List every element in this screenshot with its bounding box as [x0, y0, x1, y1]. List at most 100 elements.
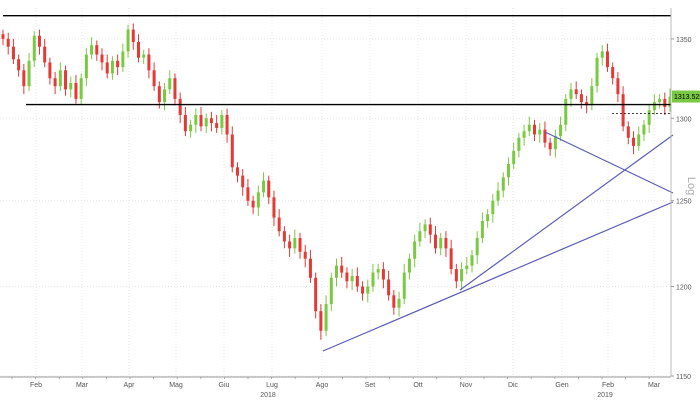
candle-body: [262, 180, 266, 193]
candle-body: [189, 124, 193, 132]
x-tick-label: Feb: [602, 382, 614, 389]
y-tick-label: 1250: [676, 199, 692, 206]
candle-body: [569, 89, 573, 99]
candle-body: [543, 129, 547, 143]
candle-body: [209, 118, 213, 124]
candle-body: [58, 70, 62, 87]
candle-body: [53, 78, 57, 87]
candle-body: [27, 60, 31, 87]
candle-body: [475, 238, 479, 256]
candle-body: [204, 118, 208, 127]
candle-body: [303, 251, 307, 259]
candle-body: [220, 115, 224, 128]
candle-body: [90, 45, 94, 55]
candle-body: [512, 150, 516, 165]
y-tick-label: 1350: [676, 37, 692, 44]
candle-body: [387, 279, 391, 296]
candle-body: [449, 248, 453, 270]
candle-body: [480, 220, 484, 239]
candle-body: [340, 265, 344, 273]
candle-body: [470, 255, 474, 266]
candle-body: [506, 164, 510, 178]
last-price-label: 1313.5251: [674, 94, 700, 101]
candle-body: [559, 124, 563, 137]
candle-body: [319, 311, 323, 331]
candle-body: [496, 190, 500, 201]
candle-body: [350, 276, 354, 282]
x-tick-label: Feb: [30, 382, 42, 389]
candle-body: [79, 78, 83, 99]
candle-body: [590, 86, 594, 106]
candle-body: [621, 94, 625, 127]
candle-layer: [1, 23, 672, 340]
candle-body: [178, 98, 182, 116]
trendline-mid: [459, 134, 674, 291]
x-tick-label: Ott: [413, 382, 422, 389]
x-tick-label: Gen: [555, 382, 568, 389]
x-tick-label: Nov: [460, 382, 473, 389]
candle-body: [517, 137, 521, 151]
candle-body: [527, 124, 531, 132]
candle-body: [522, 131, 526, 138]
candle-body: [553, 136, 557, 150]
candle-body: [392, 295, 396, 308]
candle-body: [32, 35, 36, 61]
scale-type-label: Log: [685, 177, 697, 195]
candle-body: [533, 124, 537, 135]
y-tick-label: 1300: [676, 116, 692, 123]
candle-body: [574, 89, 578, 95]
candle-body: [235, 167, 239, 176]
x-tick-label: Apr: [124, 382, 136, 389]
candle-body: [407, 258, 411, 273]
candle-body: [538, 129, 542, 135]
candle-body: [616, 78, 620, 95]
candle-body: [642, 124, 646, 135]
candle-body: [376, 269, 380, 273]
candle-body: [121, 51, 125, 68]
candle-body: [611, 67, 615, 79]
x-tick-label: Mag: [169, 382, 183, 389]
candle-body: [17, 59, 21, 71]
candle-body: [241, 175, 245, 188]
candle-body: [48, 62, 52, 79]
y-tick-label: 1150: [676, 374, 691, 381]
candle-body: [293, 238, 297, 249]
candle-body: [288, 241, 292, 249]
candle-body: [663, 98, 667, 107]
y-tick-label: 1200: [676, 285, 692, 292]
x-tick-label: Lug: [266, 382, 278, 389]
x-tick-label: Mar: [76, 382, 89, 389]
grid-layer: [0, 8, 671, 377]
candle-body: [147, 54, 151, 71]
candle-body: [658, 98, 662, 103]
candle-body: [225, 115, 229, 135]
candle-body: [632, 137, 636, 146]
candle-body: [199, 115, 203, 127]
candle-body: [668, 96, 672, 107]
candle-body: [110, 60, 114, 74]
candle-body: [215, 123, 219, 128]
line-layer: [3, 15, 674, 352]
candle-body: [381, 269, 385, 280]
candle-body: [173, 78, 177, 99]
candle-body: [1, 34, 5, 39]
candle-body: [131, 29, 135, 43]
candle-body: [314, 277, 318, 312]
candle-body: [272, 197, 276, 218]
candle-body: [95, 45, 99, 55]
candle-body: [585, 102, 589, 106]
x-tick-label: Ago: [316, 382, 329, 389]
candle-body: [647, 110, 651, 125]
candle-body: [418, 231, 422, 242]
candle-body: [152, 70, 156, 87]
candle-body: [491, 200, 495, 215]
candle-body: [183, 115, 187, 132]
candle-body: [361, 286, 365, 294]
candle-body: [100, 54, 104, 63]
candle-body: [6, 38, 10, 47]
candle-body: [84, 54, 88, 79]
x-tick-label: Giu: [219, 382, 230, 389]
candle-body: [600, 51, 604, 58]
candle-body: [308, 258, 312, 278]
